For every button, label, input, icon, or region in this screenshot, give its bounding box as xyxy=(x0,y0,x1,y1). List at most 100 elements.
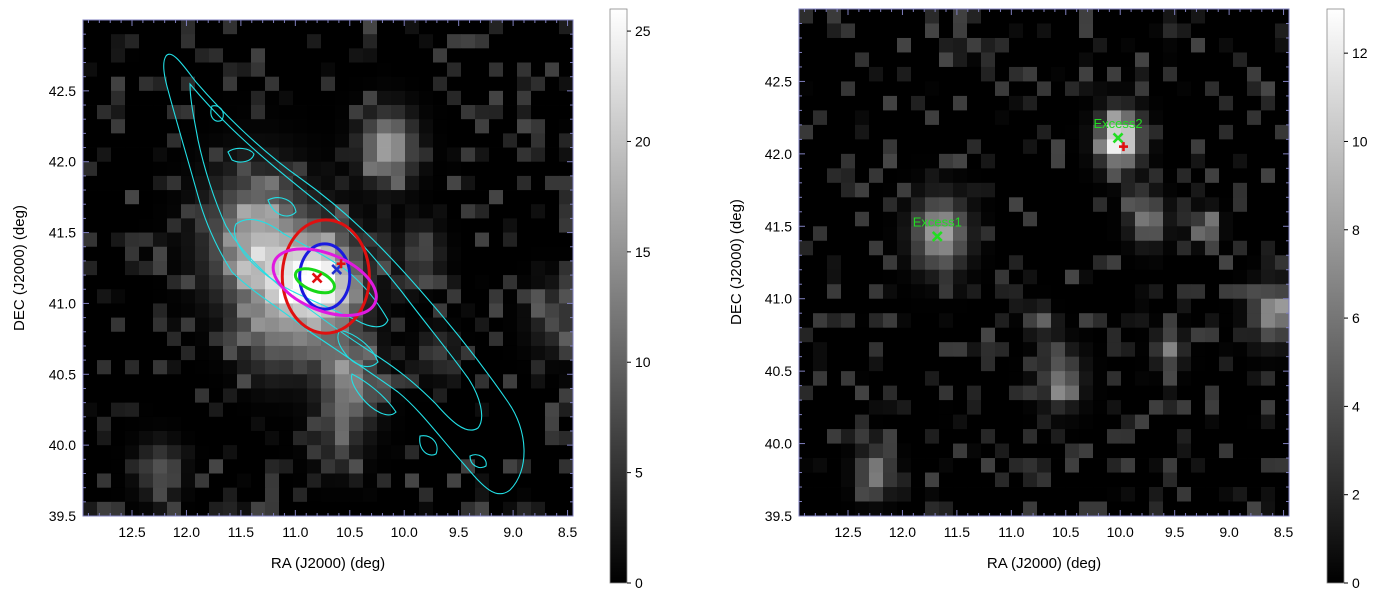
heatmap-cell xyxy=(503,289,518,304)
heatmap-cell xyxy=(1065,429,1080,444)
heatmap-cell xyxy=(377,289,392,304)
heatmap-cell xyxy=(1205,327,1220,343)
heatmap-cell xyxy=(1135,226,1150,242)
heatmap-cell xyxy=(911,269,926,285)
heatmap-cell xyxy=(559,317,573,333)
heatmap-cell xyxy=(475,147,490,163)
heatmap-cell xyxy=(883,226,898,242)
heatmap-cell xyxy=(1163,124,1178,140)
heatmap-cell xyxy=(1051,298,1066,314)
heatmap-cell xyxy=(1149,124,1164,140)
heatmap-cell xyxy=(1065,472,1080,488)
heatmap-cell xyxy=(1177,284,1192,300)
heatmap-cell xyxy=(223,90,238,106)
heatmap-cell xyxy=(503,430,518,446)
heatmap-cell xyxy=(1023,342,1038,358)
heatmap-cell xyxy=(251,232,266,248)
heatmap-cell xyxy=(419,147,434,163)
heatmap-cell xyxy=(953,81,968,97)
heatmap-cell xyxy=(237,360,252,375)
heatmap-cell xyxy=(433,62,448,78)
heatmap-cell xyxy=(911,240,926,256)
heatmap-cell xyxy=(125,303,140,318)
heatmap-cell xyxy=(97,289,112,304)
source-circle xyxy=(280,218,371,335)
heatmap-cell xyxy=(1009,429,1024,444)
heatmap-cell xyxy=(475,34,490,49)
heatmap-cell xyxy=(237,374,252,389)
heatmap-cell xyxy=(1177,37,1192,53)
heatmap-cell xyxy=(489,430,504,446)
heatmap-cell xyxy=(981,9,996,24)
heatmap-cell xyxy=(1093,182,1108,198)
heatmap-cell xyxy=(1107,95,1122,111)
heatmap-cell xyxy=(223,246,238,262)
heatmap-cell xyxy=(1023,240,1038,256)
heatmap-cell xyxy=(461,20,476,35)
heatmap-cell xyxy=(1135,153,1150,169)
colorbar-tick-label: 12 xyxy=(1352,45,1368,61)
heatmap-cell xyxy=(419,275,434,290)
heatmap-cell xyxy=(1079,95,1094,111)
heatmap-cell xyxy=(181,345,196,361)
heatmap-cell xyxy=(1275,124,1289,140)
heatmap-cell xyxy=(139,430,154,446)
heatmap-cell xyxy=(153,430,168,446)
heatmap-cell xyxy=(517,487,532,503)
heatmap-cell xyxy=(939,110,954,126)
heatmap-cell xyxy=(125,119,140,134)
heatmap-cell xyxy=(167,147,182,163)
heatmap-cell xyxy=(1107,400,1122,415)
heatmap-cell xyxy=(83,487,98,503)
heatmap-cell xyxy=(293,204,308,219)
heatmap-cell xyxy=(883,23,898,39)
heatmap-cell xyxy=(1205,269,1220,285)
heatmap-cell xyxy=(995,371,1010,387)
heatmap-cell xyxy=(897,400,912,415)
heatmap-cell xyxy=(855,487,870,502)
heatmap-cell xyxy=(981,124,996,140)
heatmap-cell xyxy=(83,501,98,516)
heatmap-cell xyxy=(1247,153,1262,169)
heatmap-cell xyxy=(461,487,476,503)
heatmap-cell xyxy=(1247,226,1262,242)
heatmap-cell xyxy=(531,48,546,63)
heatmap-cell xyxy=(349,289,364,304)
heatmap-cell xyxy=(925,52,940,68)
heatmap-cell xyxy=(139,303,154,318)
heatmap-cell xyxy=(841,327,856,343)
heatmap-cell xyxy=(139,459,154,474)
heatmap-cell xyxy=(153,416,168,432)
heatmap-cell xyxy=(489,345,504,361)
heatmap-cell xyxy=(1009,37,1024,53)
heatmap-cell xyxy=(1205,487,1220,502)
heatmap-cell xyxy=(799,81,814,97)
heatmap-cell xyxy=(799,342,814,358)
heatmap-cell xyxy=(897,182,912,198)
heatmap-cell xyxy=(1051,37,1066,53)
heatmap-cell xyxy=(335,161,350,177)
heatmap-cell xyxy=(841,37,856,53)
heatmap-cell xyxy=(167,473,182,489)
heatmap-cell xyxy=(1107,284,1122,300)
heatmap-cell xyxy=(237,345,252,361)
x-tick-label: 12.5 xyxy=(834,524,861,540)
heatmap-cell xyxy=(153,133,168,148)
heatmap-cell xyxy=(1219,240,1234,256)
heatmap-cell xyxy=(461,317,476,333)
heatmap-cell xyxy=(1065,356,1080,372)
heatmap-cell xyxy=(209,445,224,460)
heatmap-cell xyxy=(209,161,224,177)
heatmap-cell xyxy=(489,133,504,148)
heatmap-cell xyxy=(125,260,140,276)
heatmap-cell xyxy=(995,9,1010,24)
heatmap-cell xyxy=(967,153,982,169)
heatmap-cell xyxy=(167,218,182,233)
heatmap-cell xyxy=(265,345,280,361)
heatmap-cell xyxy=(1079,501,1094,516)
heatmap-cell xyxy=(967,255,982,271)
heatmap-cell xyxy=(841,197,856,213)
heatmap-cell xyxy=(545,190,560,205)
heatmap-cell xyxy=(1037,197,1052,213)
heatmap-cell xyxy=(1107,313,1122,329)
